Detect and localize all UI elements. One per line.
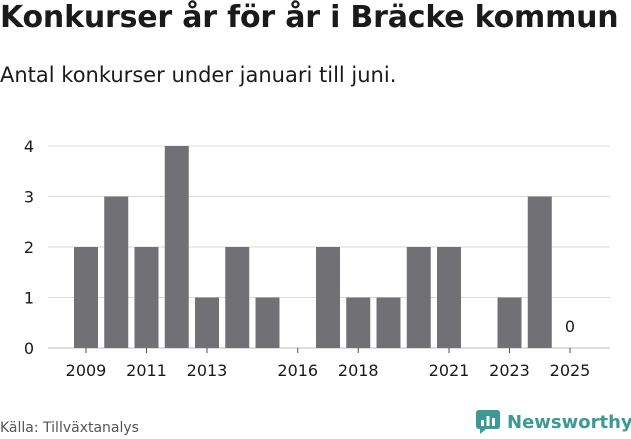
y-tick-label: 1 bbox=[24, 289, 34, 308]
bar-chart: 0 1 2 3 4 2009 2011 2013 2016 2018 2021 2023 2025 0 bbox=[24, 137, 610, 380]
bar-2024 bbox=[527, 196, 552, 348]
bar-2015 bbox=[255, 297, 280, 348]
data-label: 0 bbox=[565, 317, 575, 336]
bar-2009 bbox=[74, 247, 98, 348]
x-tick-label: 2009 bbox=[66, 361, 107, 380]
bars bbox=[74, 146, 552, 348]
annotations: 0 bbox=[565, 317, 575, 336]
bar-2014 bbox=[225, 247, 250, 348]
bar-2023 bbox=[497, 297, 522, 348]
brand-name: Newsworthy bbox=[507, 411, 631, 433]
brand-logo: Newsworthy bbox=[476, 408, 631, 436]
x-tick-label: 2023 bbox=[489, 361, 530, 380]
bar-2019 bbox=[376, 297, 401, 348]
bar-2018 bbox=[346, 297, 371, 348]
x-tick-label: 2011 bbox=[126, 361, 167, 380]
x-tick-label: 2013 bbox=[187, 361, 228, 380]
bar-2017 bbox=[316, 247, 340, 348]
bar-2011 bbox=[134, 247, 159, 348]
x-tick-label: 2016 bbox=[277, 361, 318, 380]
bar-2013 bbox=[195, 297, 219, 348]
y-axis-ticks: 0 1 2 3 4 bbox=[24, 137, 34, 358]
x-tick-label: 2025 bbox=[550, 361, 591, 380]
chart-subtitle: Antal konkurser under januari till juni. bbox=[0, 63, 397, 87]
bar-2020 bbox=[406, 247, 431, 348]
chart-title: Konkurser år för år i Bräcke kommun bbox=[0, 0, 619, 35]
x-axis-ticks: 2009 2011 2013 2016 2018 2021 2023 2025 bbox=[66, 348, 591, 380]
bar-2012 bbox=[164, 146, 189, 348]
y-tick-label: 4 bbox=[24, 137, 34, 156]
y-tick-label: 2 bbox=[24, 238, 34, 257]
bar-2021 bbox=[437, 247, 461, 348]
y-tick-label: 0 bbox=[24, 339, 34, 358]
source-note: Källa: Tillväxtanalys bbox=[0, 420, 139, 436]
x-tick-label: 2021 bbox=[429, 361, 470, 380]
y-tick-label: 3 bbox=[24, 188, 34, 207]
bar-2010 bbox=[104, 196, 129, 348]
newsworthy-logo-icon bbox=[476, 410, 500, 434]
x-tick-label: 2018 bbox=[338, 361, 379, 380]
